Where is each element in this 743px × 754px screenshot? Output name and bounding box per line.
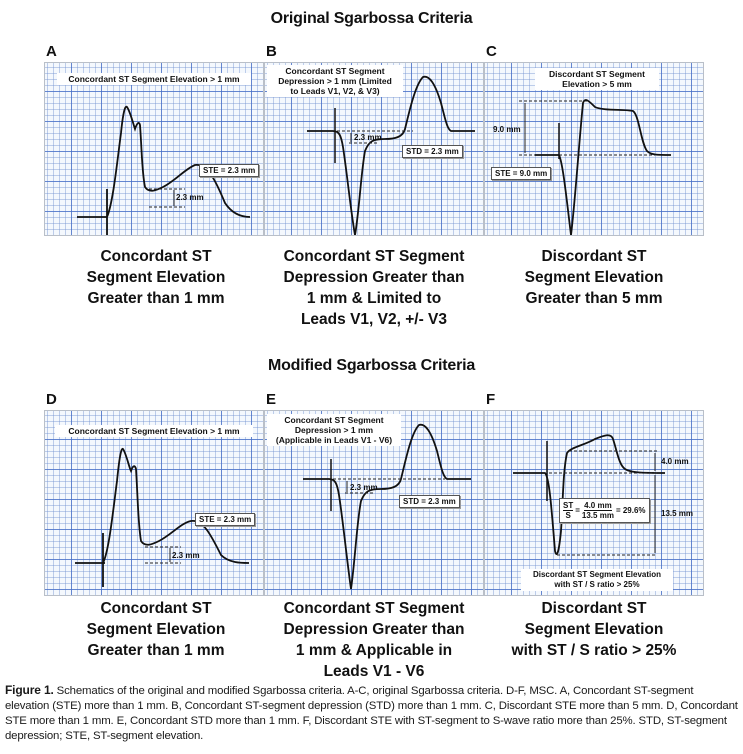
- st-over-s-fraction: ST S: [563, 501, 574, 520]
- panel-f-s-measurement: 13.5 mm: [661, 509, 694, 518]
- panel-letter-e: E: [266, 391, 277, 408]
- panel-e-caption-line-1: Concordant ST Segment: [283, 600, 465, 617]
- panel-b-measurement: 2.3 mm: [354, 133, 382, 142]
- panel-letter-f: F: [486, 391, 496, 408]
- panel-b-caption-line-2: Depression Greater than: [283, 269, 465, 286]
- panel-f-caption-line-1: Discordant ST: [541, 600, 647, 617]
- panel-e-caption-line-2: Depression Greater than: [283, 621, 465, 638]
- panel-letter-a: A: [46, 43, 57, 60]
- ecg-trace-e: [303, 423, 471, 590]
- panel-letter-c: C: [486, 43, 497, 60]
- panel-e-banner-line-2: Depression > 1 mm: [294, 425, 374, 435]
- figure-caption-text: Schematics of the original and modified …: [5, 685, 738, 742]
- ecg-panel-b: Concordant ST Segment Depression > 1 mm …: [264, 62, 484, 236]
- panel-b-banner-line-3: to Leads V1, V2, & V3): [290, 86, 380, 96]
- panel-f-ratio-box: ST S = 4.0 mm 13.5 mm = 29.6%: [559, 498, 650, 523]
- panel-b-caption: Concordant ST Segment Depression Greater…: [264, 246, 484, 330]
- panel-e-std-label: STD = 2.3 mm: [399, 495, 460, 508]
- panel-d-caption-line-1: Concordant ST: [100, 600, 212, 617]
- panel-d-caption: Concordant ST Segment Elevation Greater …: [46, 598, 266, 661]
- panel-f-banner-line-1: Discordant ST Segment Elevation: [532, 570, 662, 579]
- panel-a-ste-label: STE = 2.3 mm: [199, 164, 260, 177]
- modified-criteria-title: Modified Sgarbossa Criteria: [267, 357, 476, 374]
- panel-a-caption-line-2: Segment Elevation: [86, 269, 226, 286]
- panel-d-measurement: 2.3 mm: [172, 551, 200, 560]
- panel-b-std-label: STD = 2.3 mm: [402, 145, 463, 158]
- panel-b-caption-line-3: 1 mm & Limited to: [306, 290, 442, 307]
- panel-d-ste-label: STE = 2.3 mm: [195, 513, 256, 526]
- ratio-numerator: 4.0 mm: [584, 501, 612, 511]
- panel-f-st-measurement: 4.0 mm: [661, 457, 689, 466]
- panel-f-banner-line-2: with ST / S ratio > 25%: [554, 580, 640, 589]
- ecg-trace-a: [77, 105, 251, 235]
- panel-c-measurement: 9.0 mm: [493, 125, 521, 134]
- ecg-trace-c: [519, 99, 672, 235]
- panel-e-caption-line-3: 1 mm & Applicable in: [295, 642, 453, 659]
- panel-e-caption-line-4: Leads V1 - V6: [323, 663, 425, 680]
- ecg-panel-c: Discordant ST Segment Elevation > 5 mm 9…: [484, 62, 704, 236]
- panel-f-caption-line-3: with ST / S ratio > 25%: [511, 642, 677, 659]
- ratio-denominator: 13.5 mm: [581, 511, 614, 520]
- panel-e-caption: Concordant ST Segment Depression Greater…: [264, 598, 484, 682]
- mm-fraction: 4.0 mm 13.5 mm: [582, 501, 614, 520]
- figure-label: Figure 1.: [5, 683, 54, 697]
- panel-b-caption-line-1: Concordant ST Segment: [283, 248, 465, 265]
- ecg-trace-f: [513, 434, 666, 556]
- panel-a-caption-line-3: Greater than 1 mm: [87, 290, 225, 307]
- panel-f-caption-line-2: Segment Elevation: [524, 621, 664, 638]
- panel-c-caption-line-2: Segment Elevation: [524, 269, 664, 286]
- panel-c-banner: Discordant ST Segment Elevation > 5 mm: [535, 68, 659, 90]
- panel-a-caption: Concordant ST Segment Elevation Greater …: [46, 246, 266, 309]
- panel-e-measurement: 2.3 mm: [350, 483, 378, 492]
- panel-c-banner-line-1: Discordant ST Segment: [549, 69, 645, 79]
- panel-c-caption-line-3: Greater than 5 mm: [525, 290, 663, 307]
- ratio-s-label: S: [565, 511, 571, 520]
- panel-a-banner: Concordant ST Segment Elevation > 1 mm: [57, 73, 251, 85]
- ecg-panel-d: Concordant ST Segment Elevation > 1 mm 2…: [44, 410, 264, 596]
- panel-c-banner-line-2: Elevation > 5 mm: [562, 79, 632, 89]
- original-criteria-title: Original Sgarbossa Criteria: [270, 10, 473, 27]
- panel-c-caption-line-1: Discordant ST: [541, 248, 647, 265]
- panel-f-banner: Discordant ST Segment Elevation with ST …: [521, 569, 673, 591]
- ratio-equals: =: [575, 506, 580, 515]
- panel-c-caption: Discordant ST Segment Elevation Greater …: [484, 246, 704, 309]
- panel-e-banner-line-1: Concordant ST Segment: [284, 415, 384, 425]
- panel-a-measurement: 2.3 mm: [176, 193, 204, 202]
- panel-letter-d: D: [46, 391, 57, 408]
- panel-e-banner: Concordant ST Segment Depression > 1 mm …: [267, 414, 401, 446]
- ratio-result: = 29.6%: [615, 506, 646, 515]
- panel-c-ste-label: STE = 9.0 mm: [491, 167, 552, 180]
- panel-b-banner-line-1: Concordant ST Segment: [285, 66, 385, 76]
- ecg-panel-a: Concordant ST Segment Elevation > 1 mm 2…: [44, 62, 264, 236]
- panel-letter-b: B: [266, 43, 277, 60]
- panel-d-caption-line-2: Segment Elevation: [86, 621, 226, 638]
- panel-b-banner: Concordant ST Segment Depression > 1 mm …: [267, 65, 403, 97]
- panel-a-caption-line-1: Concordant ST: [100, 248, 212, 265]
- ecg-panel-f: 4.0 mm 13.5 mm ST S = 4.0 mm 13.5 mm = 2…: [484, 410, 704, 596]
- ecg-trace-d: [75, 448, 250, 587]
- panel-f-caption: Discordant ST Segment Elevation with ST …: [484, 598, 704, 661]
- panel-d-banner: Concordant ST Segment Elevation > 1 mm: [55, 425, 253, 437]
- ratio-st-label: ST: [563, 501, 574, 511]
- ecg-trace-b: [307, 75, 475, 235]
- panel-b-caption-line-4: Leads V1, V2, +/- V3: [300, 311, 448, 328]
- panel-d-caption-line-3: Greater than 1 mm: [87, 642, 225, 659]
- ecg-panel-e: Concordant ST Segment Depression > 1 mm …: [264, 410, 484, 596]
- figure-caption: Figure 1. Schematics of the original and…: [5, 683, 740, 744]
- panel-e-banner-line-3: (Applicable in Leads V1 - V6): [275, 435, 393, 445]
- panel-b-banner-line-2: Depression > 1 mm (Limited: [278, 76, 392, 86]
